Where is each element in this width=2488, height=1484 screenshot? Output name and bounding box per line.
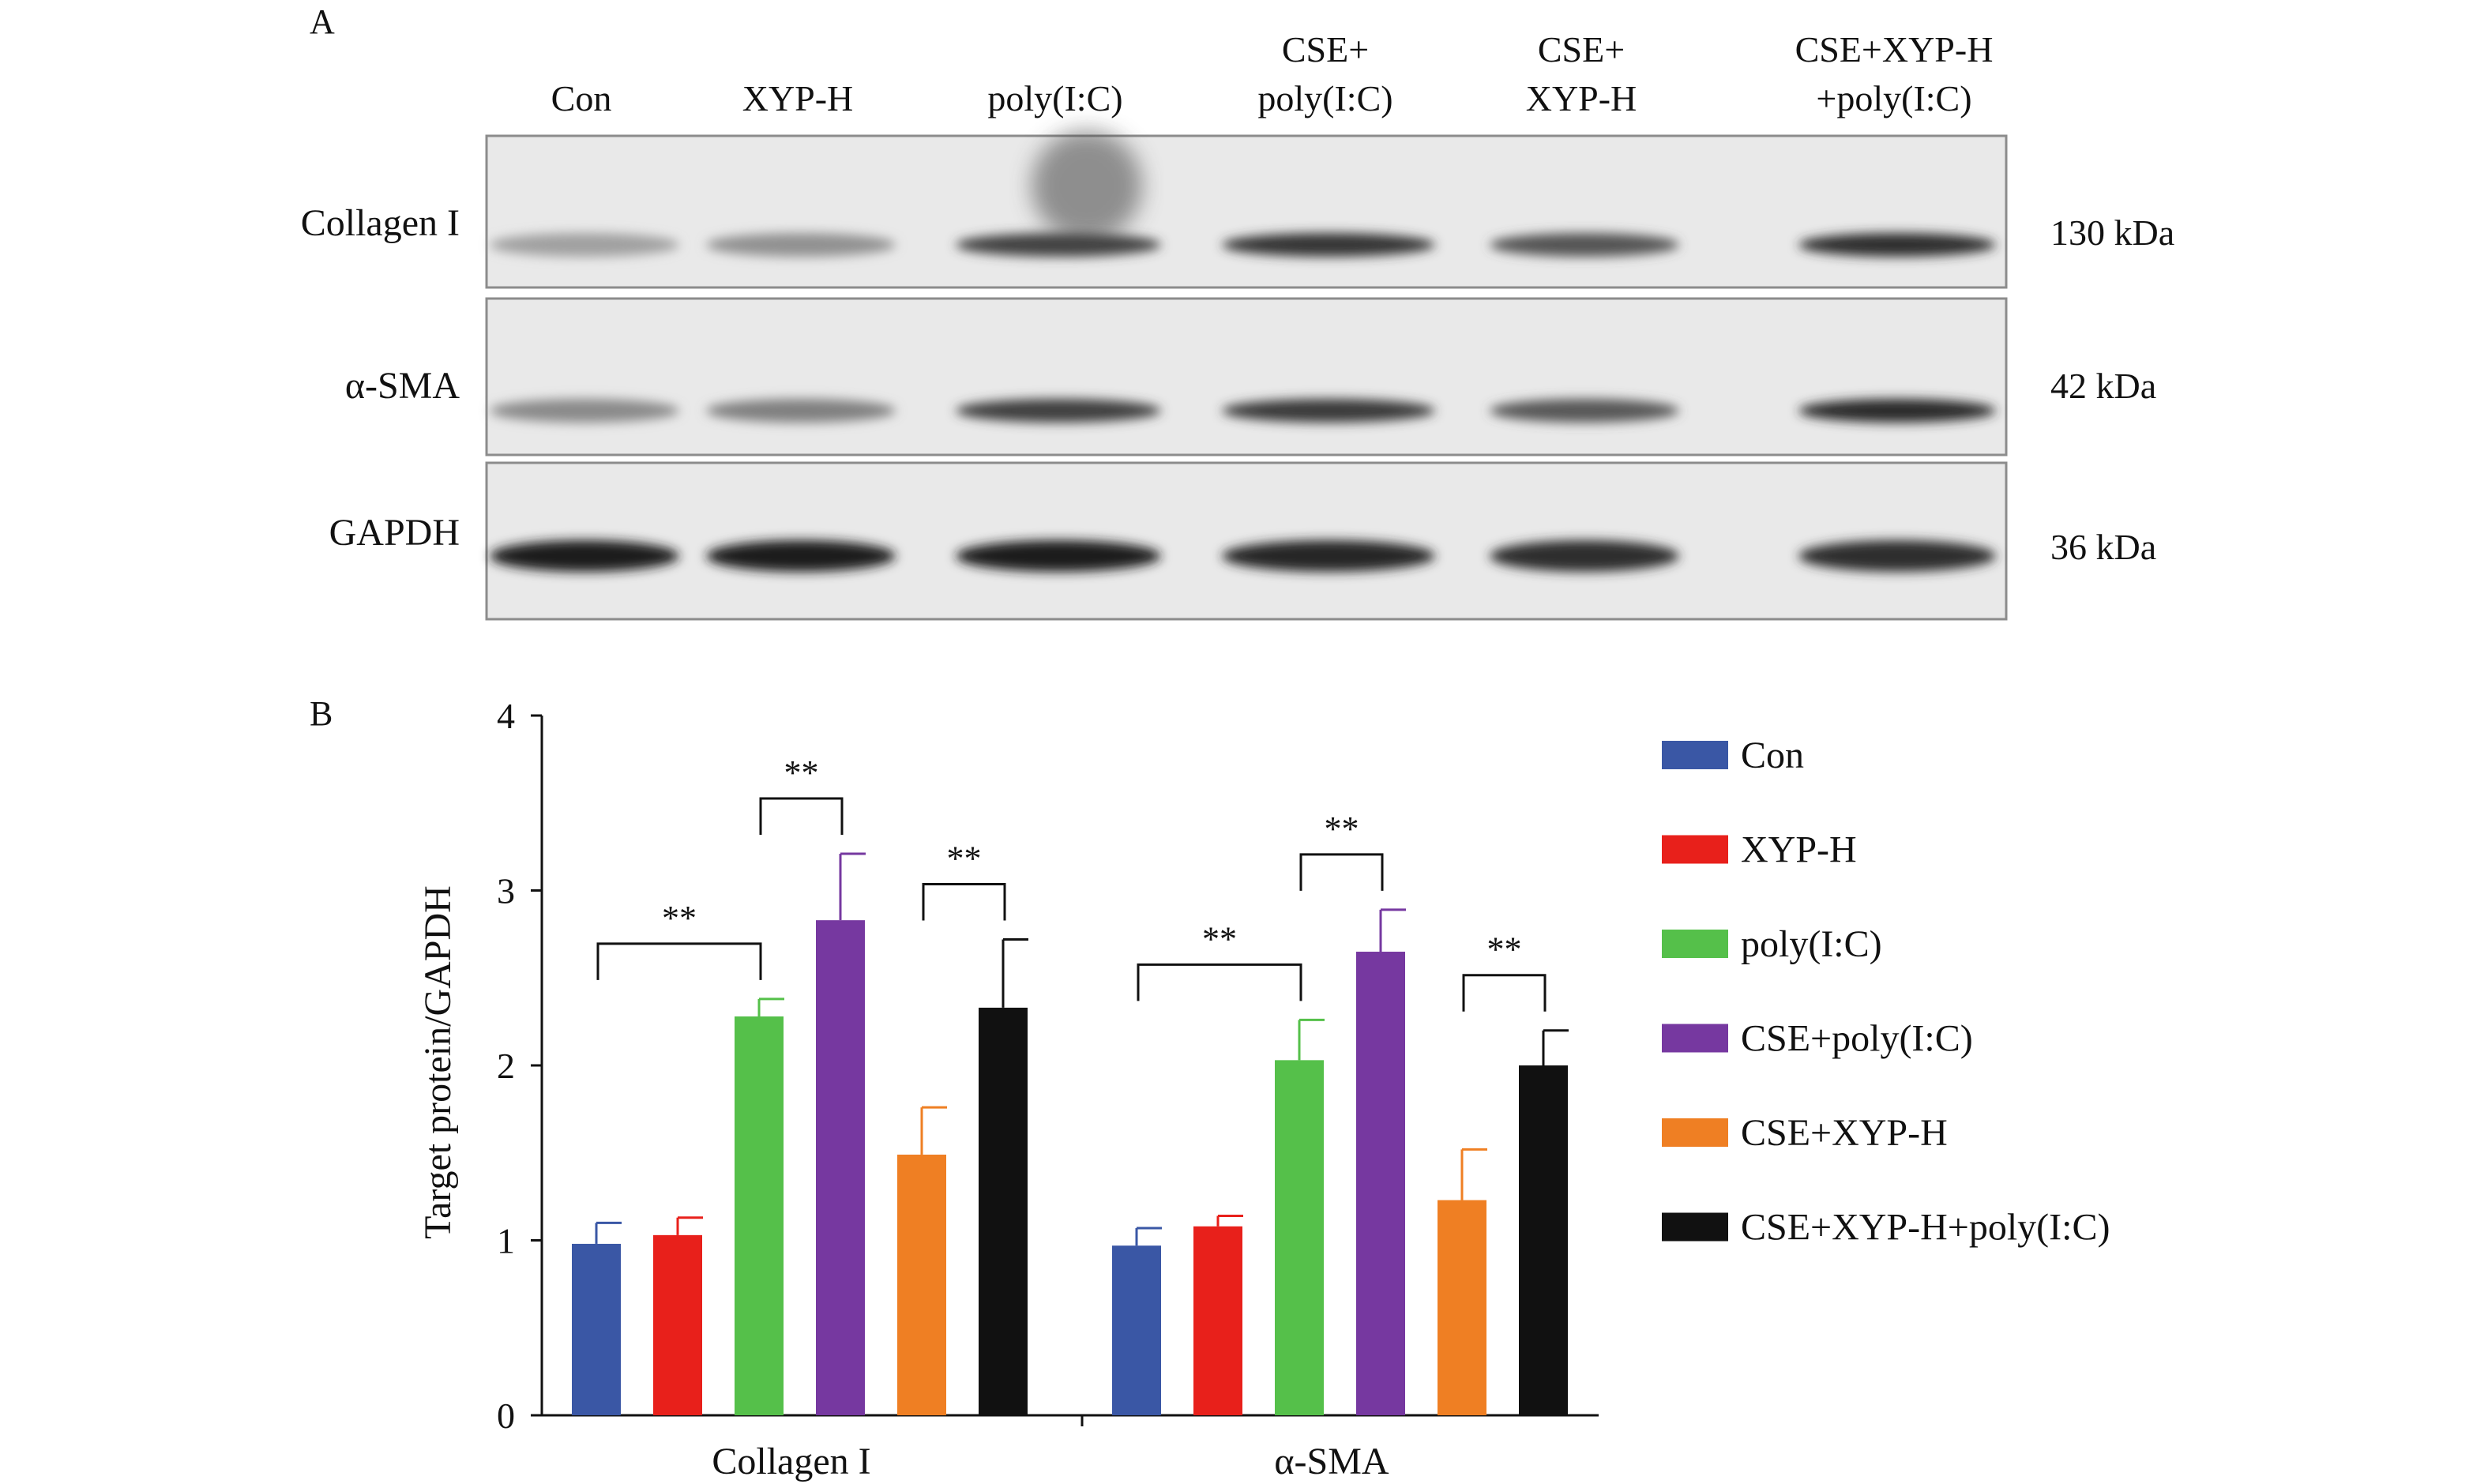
legend-label-0: Con <box>1741 734 1804 776</box>
legend-swatch-4 <box>1662 1118 1728 1147</box>
western-blot-panel: A Con XYP-H poly(I:C)CSE+poly(I:C)CSE+XYP-… <box>301 2 2174 621</box>
significance-bracket-5 <box>1462 974 1547 1012</box>
blot-size-label: 130 kDa <box>2050 212 2174 253</box>
legend-swatch-1 <box>1662 835 1728 864</box>
band-1-5 <box>1798 399 1996 423</box>
y-tick-label: 4 <box>497 696 515 736</box>
bar-chart-panel: B Target protein/GAPDH 0 1 2 3 4 Collagen I α-… <box>310 694 2110 1482</box>
lane-label-5-0: CSE+XYP-H <box>1795 29 1994 70</box>
lane-label-0-0: Con <box>551 78 612 118</box>
plot-area: 0 1 2 3 4 Collagen I α-SMA ** ** ** ** ** ** <box>497 696 1599 1482</box>
y-tick-label: 3 <box>497 871 515 911</box>
bar-5-0 <box>979 1007 1028 1415</box>
bar-0-0 <box>572 1243 621 1415</box>
bar-2-1 <box>1275 1060 1324 1415</box>
lane-label-5-1: +poly(I:C) <box>1816 78 1971 118</box>
significance-bracket-3 <box>1137 963 1302 1001</box>
bar-2-0 <box>735 1016 784 1415</box>
band-2-5 <box>1798 540 1996 572</box>
band-0-1 <box>706 233 896 257</box>
band-2-4 <box>1490 540 1679 572</box>
bar-4-1 <box>1438 1200 1486 1415</box>
significance-label-3: ** <box>1202 919 1237 958</box>
blot-strip-1 <box>485 297 2008 456</box>
legend-label-5: CSE+XYP-H+poly(I:C) <box>1741 1207 2110 1249</box>
band-1-1 <box>706 399 896 423</box>
y-axis-label: Target protein/GAPDH <box>417 885 459 1239</box>
blot-strip-2 <box>485 461 2008 621</box>
band-0-5 <box>1798 233 1996 257</box>
blot-strip-0 <box>485 134 2008 289</box>
significance-bracket-2 <box>922 883 1006 921</box>
lane-label-4-0: CSE+ <box>1538 29 1625 70</box>
blot-smear <box>1032 130 1142 241</box>
band-2-2 <box>956 540 1161 572</box>
band-0-0 <box>490 233 679 257</box>
significance-bracket-0 <box>596 942 762 980</box>
bar-5-1 <box>1519 1065 1568 1415</box>
legend-label-2: poly(I:C) <box>1741 923 1882 965</box>
band-2-0 <box>490 540 679 572</box>
y-tick-label: 0 <box>497 1396 515 1436</box>
legend-swatch-2 <box>1662 930 1728 958</box>
bar-1-1 <box>1193 1226 1242 1415</box>
bar-1-0 <box>653 1234 702 1415</box>
lane-labels: Con XYP-H poly(I:C)CSE+poly(I:C)CSE+XYP-HC… <box>551 29 1994 118</box>
band-0-4 <box>1490 233 1679 257</box>
band-1-2 <box>956 399 1161 423</box>
significance-label-2: ** <box>947 840 982 878</box>
significance-label-1: ** <box>784 753 819 792</box>
x-category-label: Collagen I <box>712 1441 870 1482</box>
band-1-0 <box>490 399 679 423</box>
bar-3-0 <box>816 920 865 1415</box>
band-0-2 <box>956 233 1161 257</box>
blot-protein-label: α-SMA <box>345 365 460 407</box>
legend-swatch-5 <box>1662 1212 1728 1242</box>
legend-swatch-3 <box>1662 1024 1728 1053</box>
lane-label-3-1: poly(I:C) <box>1257 78 1392 118</box>
lane-label-4-1: XYP-H <box>1526 78 1637 118</box>
lane-label-1-0: XYP-H <box>742 78 854 118</box>
blot-protein-label: GAPDH <box>329 512 460 554</box>
blot-size-label: 36 kDa <box>2050 527 2156 567</box>
bar-0-1 <box>1112 1245 1161 1415</box>
x-category-label: α-SMA <box>1274 1441 1389 1482</box>
panel-b-label: B <box>310 694 333 733</box>
y-tick-label: 1 <box>497 1221 515 1261</box>
band-0-3 <box>1222 233 1435 257</box>
legend: Con XYP-H poly(I:C) CSE+poly(I:C) CSE+XYP-H C… <box>1662 734 2110 1249</box>
significance-label-0: ** <box>662 899 697 937</box>
significance-bracket-1 <box>759 797 844 835</box>
lane-label-3-0: CSE+ <box>1282 29 1369 70</box>
blot-strips: Collagen I 130 kDa α-SMA 42 kDa GAPDH 36 kDa <box>301 130 2174 621</box>
legend-label-3: CSE+poly(I:C) <box>1741 1018 1973 1060</box>
band-2-1 <box>706 540 896 572</box>
significance-label-4: ** <box>1325 810 1359 848</box>
y-tick-label: 2 <box>497 1046 515 1086</box>
blot-size-label: 42 kDa <box>2050 366 2156 406</box>
legend-label-4: CSE+XYP-H <box>1741 1112 1948 1154</box>
legend-swatch-0 <box>1662 741 1728 769</box>
band-1-4 <box>1490 399 1679 423</box>
panel-a-label: A <box>310 2 335 41</box>
legend-label-1: XYP-H <box>1741 829 1857 871</box>
significance-bracket-4 <box>1299 853 1384 891</box>
blot-protein-label: Collagen I <box>301 202 460 244</box>
bar-4-0 <box>897 1154 946 1415</box>
band-1-3 <box>1222 399 1435 423</box>
significance-label-5: ** <box>1487 930 1522 969</box>
bar-3-1 <box>1356 952 1405 1415</box>
lane-label-2-0: poly(I:C) <box>987 78 1122 118</box>
band-2-3 <box>1222 540 1435 572</box>
